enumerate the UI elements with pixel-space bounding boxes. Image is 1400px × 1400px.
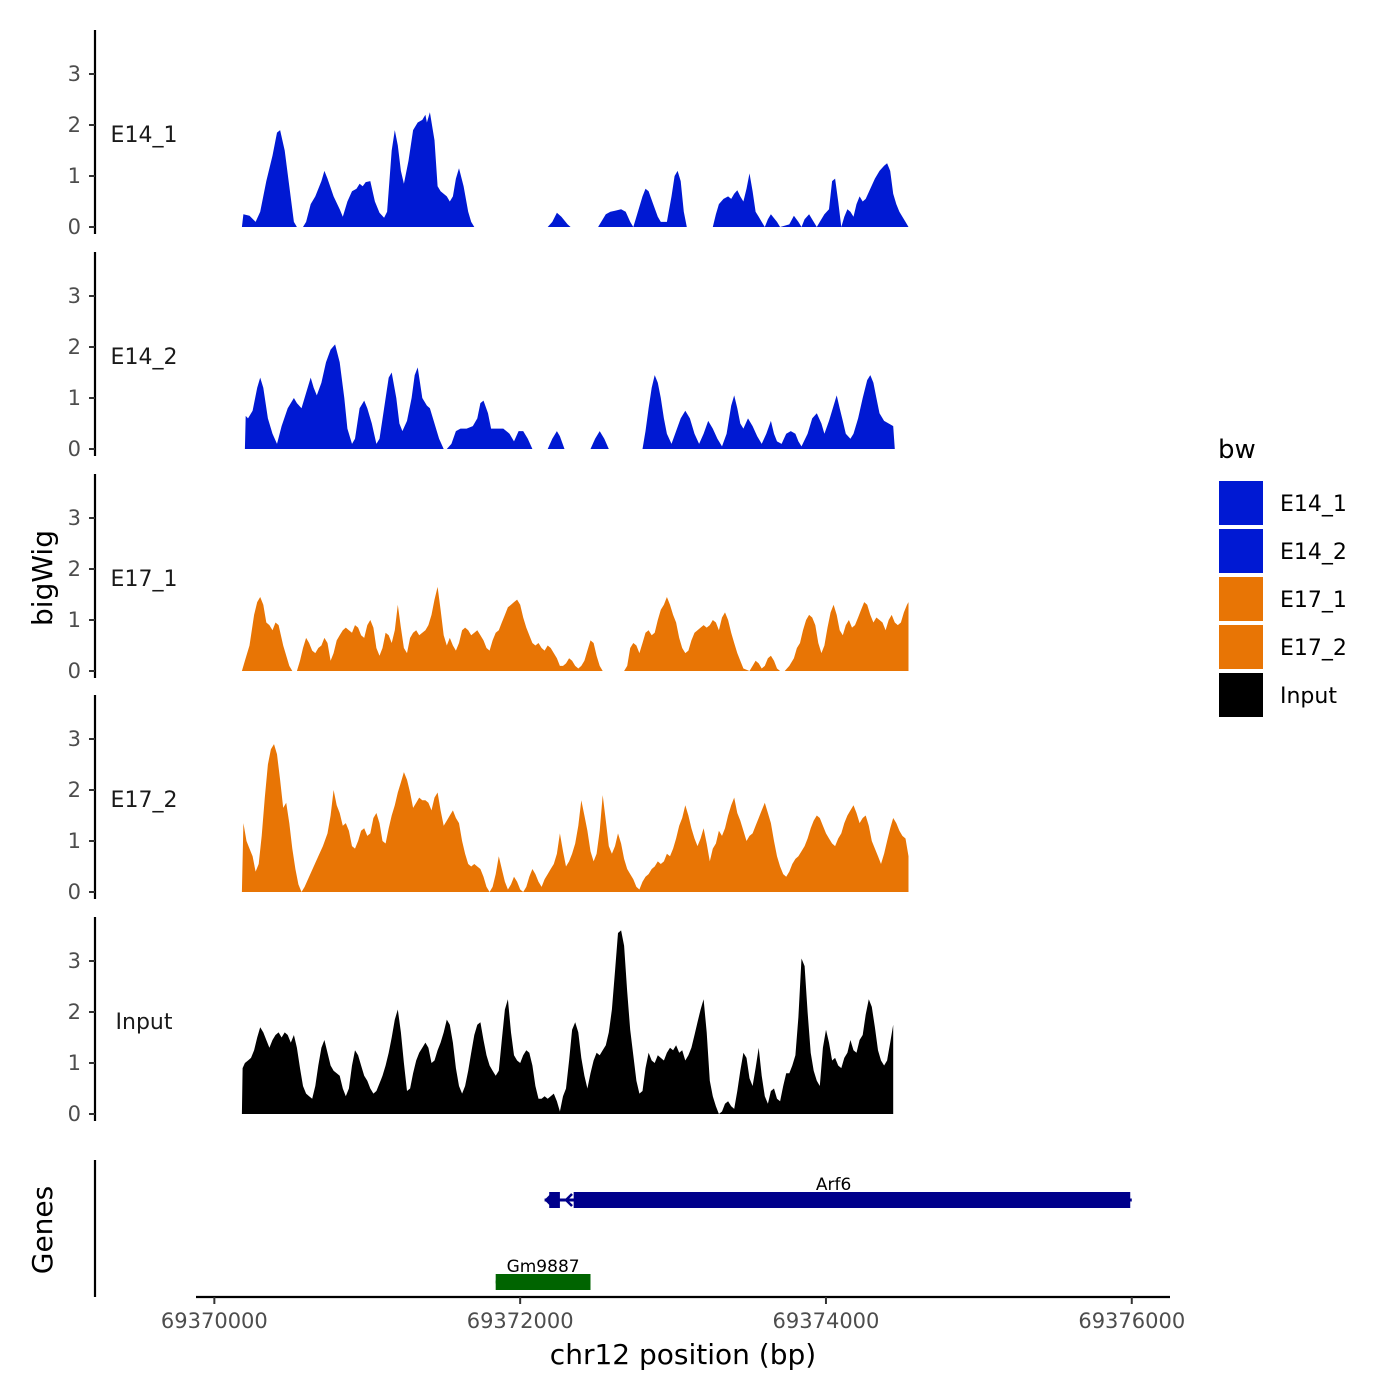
gene-track: Arf6 Gm9887 (93, 1160, 1132, 1297)
x-tick-label: 69372000 (467, 1309, 574, 1333)
y-tick-label: 1 (68, 1051, 81, 1075)
legend: bw E14_1 E14_2 E17_1 E17_2 Input (1217, 435, 1347, 719)
genes-axis-title: Genes (26, 1186, 59, 1274)
legend-swatch (1217, 623, 1265, 671)
legend-item-E14_1: E14_1 (1217, 479, 1347, 527)
y-tick-label: 0 (68, 437, 81, 461)
gene-label-Arf6: Arf6 (816, 1175, 851, 1195)
x-tick-label: 69374000 (773, 1309, 880, 1333)
legend-item-Input: Input (1217, 671, 1337, 719)
y-tick-label: 2 (68, 557, 81, 581)
y-tick-label: 0 (68, 880, 81, 904)
x-axis: 69370000 69372000 69374000 69376000 (161, 1295, 1185, 1333)
legend-label: E14_2 (1280, 540, 1347, 565)
y-tick-label: 3 (68, 506, 81, 530)
y-tick-label: 1 (68, 608, 81, 632)
legend-swatch (1217, 575, 1265, 623)
strand-arrow (564, 1193, 573, 1207)
bigwig-tracks: 0 1 2 3 E14_1 0 1 2 3 E14_2 0 1 2 3 E17_1 0 1 2 3 E17_2 0 1 2 3… (68, 30, 909, 1126)
track-Input: 0 1 2 3 Input (68, 917, 894, 1126)
gene-Gm9887: Gm9887 (495, 1257, 591, 1290)
gene-exon (495, 1274, 591, 1290)
gene-label-Gm9887: Gm9887 (507, 1257, 580, 1277)
signal-area-E17_2 (241, 744, 909, 892)
gene-Arf6: Arf6 (544, 1175, 1132, 1208)
legend-item-E17_2: E17_2 (1217, 623, 1347, 671)
y-axis-title: bigWig (26, 530, 59, 626)
legend-swatch (1217, 479, 1265, 527)
track-E14_2: 0 1 2 3 E14_2 (68, 252, 895, 461)
x-axis-title: chr12 position (bp) (550, 1338, 816, 1371)
y-tick-label: 2 (68, 113, 81, 137)
signal-area-E14_2 (244, 344, 895, 449)
legend-label: E17_1 (1280, 588, 1347, 613)
signal-area-E17_1 (241, 586, 909, 671)
x-tick-label: 69376000 (1078, 1309, 1185, 1333)
y-tick-label: 2 (68, 335, 81, 359)
gene-exon (573, 1192, 1131, 1208)
facet-label-E17_2: E17_2 (111, 788, 178, 813)
gene-exon (549, 1192, 560, 1208)
y-tick-label: 3 (68, 62, 81, 86)
legend-items: E14_1 E14_2 E17_1 E17_2 Input (1217, 479, 1347, 719)
signal-area-E14_1 (241, 112, 909, 227)
y-tick-label: 3 (68, 284, 81, 308)
y-tick-label: 0 (68, 659, 81, 683)
y-tick-label: 2 (68, 778, 81, 802)
y-tick-label: 0 (68, 215, 81, 239)
signal-area-Input (241, 930, 894, 1114)
y-tick-label: 1 (68, 829, 81, 853)
legend-swatch (1217, 527, 1265, 575)
track-E17_2: 0 1 2 3 E17_2 (68, 695, 909, 904)
legend-item-E14_2: E14_2 (1217, 527, 1347, 575)
legend-label: E17_2 (1280, 636, 1347, 661)
legend-label: Input (1280, 684, 1337, 709)
x-tick-label: 69370000 (161, 1309, 268, 1333)
facet-label-Input: Input (116, 1010, 173, 1035)
legend-swatch (1217, 671, 1265, 719)
facet-label-E14_1: E14_1 (111, 123, 178, 148)
legend-label: E14_1 (1280, 492, 1347, 517)
y-tick-label: 1 (68, 386, 81, 410)
y-tick-label: 3 (68, 949, 81, 973)
legend-item-E17_1: E17_1 (1217, 575, 1347, 623)
facet-label-E14_2: E14_2 (111, 345, 178, 370)
legend-title: bw (1218, 435, 1256, 465)
track-E14_1: 0 1 2 3 E14_1 (68, 30, 909, 239)
y-tick-label: 0 (68, 1102, 81, 1126)
strand-arrow (544, 1193, 554, 1207)
y-tick-label: 2 (68, 1000, 81, 1024)
y-tick-label: 1 (68, 164, 81, 188)
y-tick-label: 3 (68, 727, 81, 751)
track-E17_1: 0 1 2 3 E17_1 (68, 474, 909, 683)
facet-label-E17_1: E17_1 (111, 567, 178, 592)
